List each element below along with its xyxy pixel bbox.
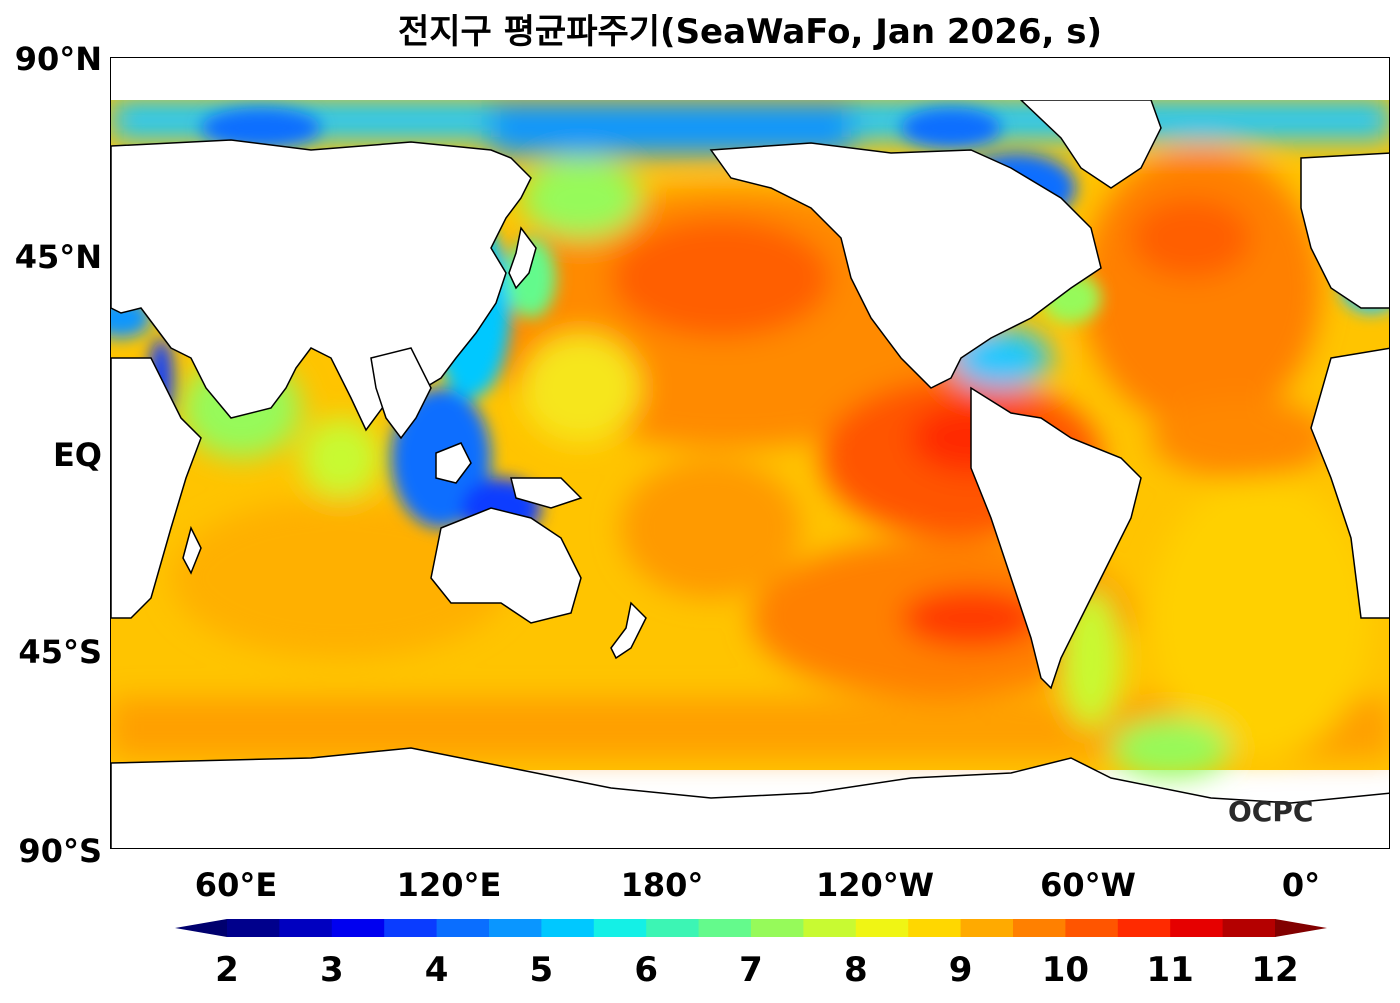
colorbar-segment [593, 919, 647, 937]
lat-label-45n: 45°N [14, 238, 102, 276]
colorbar-segment [698, 919, 752, 937]
borneo-land [435, 442, 472, 484]
colorbar-segment [279, 919, 333, 937]
south-america-land [970, 386, 1142, 690]
colorbar [175, 919, 1327, 937]
colorbar-under-arrow [175, 919, 227, 937]
wave-period-field [111, 100, 1389, 778]
colorbar-segment [384, 919, 438, 937]
antarctica-land [111, 747, 1389, 848]
colorbar-segments [175, 919, 1327, 937]
colorbar-tick-label: 10 [1041, 950, 1090, 990]
new-zealand-land [610, 601, 647, 660]
no-data-north [111, 58, 1389, 100]
lon-label-60e: 60°E [194, 866, 278, 904]
lon-label-60w: 60°W [1040, 866, 1136, 904]
lon-label-0: 0° [1281, 866, 1321, 904]
colorbar-tick-label: 5 [529, 950, 554, 990]
lon-label-180: 180° [620, 866, 704, 904]
north-america-land [709, 142, 1102, 389]
colorbar-segment [908, 919, 962, 937]
africa-east-land [1310, 347, 1389, 619]
lat-label-90s: 90°S [18, 832, 102, 870]
map-title: 전지구 평균파주기(SeaWaFo, Jan 2026, s) [397, 12, 1103, 52]
colorbar-segment [646, 919, 700, 937]
colorbar-tick-label: 9 [948, 950, 973, 990]
colorbar-over-arrow [1275, 919, 1327, 937]
australia-land [430, 507, 582, 624]
colorbar-segment [541, 919, 595, 937]
lat-label-90n: 90°N [14, 40, 102, 78]
colorbar-segment [1170, 919, 1224, 937]
indochina-land [370, 347, 432, 440]
map-canvas [111, 58, 1389, 848]
ocpc-watermark-logo: OCPC [1228, 795, 1314, 828]
colorbar-segment [1013, 919, 1066, 937]
africa-land [111, 357, 202, 619]
colorbar-segment [227, 919, 280, 937]
colorbar-tick-label: 12 [1251, 950, 1299, 990]
colorbar-tick-label: 11 [1146, 950, 1194, 990]
lat-label-45s: 45°S [18, 633, 102, 671]
madagascar-land [182, 525, 202, 575]
colorbar-tick-label: 8 [843, 950, 868, 990]
colorbar-segment [436, 919, 490, 937]
colorbar-segment [331, 919, 385, 937]
europe-land [1300, 152, 1389, 309]
colorbar-tick-label: 4 [424, 950, 449, 990]
lon-label-120w: 120°W [815, 866, 935, 904]
colorbar-tick-label: 2 [215, 950, 239, 990]
colorbar-segment [803, 919, 857, 937]
colorbar-tick-label: 3 [319, 950, 344, 990]
colorbar-segment [1065, 919, 1119, 937]
land-masses [111, 99, 1389, 848]
lon-label-120e: 120°E [396, 866, 502, 904]
greenland-land [1019, 99, 1162, 189]
japan-land [508, 226, 537, 290]
colorbar-tick-label: 7 [739, 950, 763, 990]
colorbar-tick-label: 6 [634, 950, 659, 990]
colorbar-segment [855, 919, 909, 937]
colorbar-segment [1117, 919, 1171, 937]
colorbar-segment [960, 919, 1014, 937]
new-guinea-land [510, 477, 583, 509]
colorbar-segment [489, 919, 542, 937]
lat-label-eq: EQ [52, 436, 102, 474]
wave-period-map [110, 57, 1390, 849]
colorbar-segment [1222, 919, 1276, 937]
colorbar-segment [751, 919, 804, 937]
